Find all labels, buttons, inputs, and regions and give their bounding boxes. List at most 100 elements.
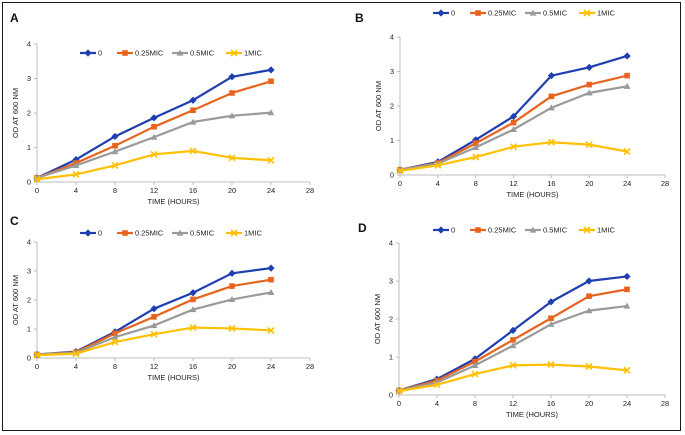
data-point-1mic: [228, 154, 236, 162]
legend-label-1mic: 1MIC: [597, 226, 616, 235]
legend-marker-0-25mic: [475, 10, 481, 16]
series-0-5mic: [395, 302, 631, 394]
series-0-25mic: [34, 276, 274, 358]
y-axis-label: OD AT 600 NM: [373, 294, 382, 344]
data-point-0-25mic: [624, 286, 630, 293]
data-point-0-25mic: [112, 142, 118, 149]
data-point-0-25mic: [229, 90, 235, 96]
x-tick-label: 16: [547, 179, 555, 188]
legend-label-0-5mic: 0.5MIC: [190, 229, 215, 238]
data-point-0-25mic: [268, 276, 274, 283]
legend-label-1mic: 1MIC: [244, 49, 263, 58]
y-tick-label: 2: [27, 296, 31, 305]
data-point-0-5mic: [548, 104, 555, 111]
y-tick-label: 0: [27, 354, 31, 363]
x-tick-label: 0: [398, 179, 402, 188]
x-tick-label: 8: [473, 399, 477, 408]
legend-label-0: 0: [98, 229, 102, 238]
x-tick-label: 16: [189, 186, 197, 195]
data-point-0-5mic: [150, 322, 158, 329]
data-point-1mic: [150, 150, 158, 158]
data-point-1mic: [547, 138, 555, 146]
legend-marker-0-5mic: [176, 49, 184, 56]
x-tick-label: 28: [306, 186, 314, 195]
legend-marker-0-5mic: [529, 9, 537, 16]
data-point-1mic: [395, 387, 403, 395]
data-point-1mic: [111, 161, 119, 170]
data-point-1mic: [585, 141, 593, 149]
data-point-1mic: [267, 156, 275, 164]
data-point-0: [585, 277, 593, 285]
legend-marker-0-25mic: [122, 50, 128, 56]
x-tick-label: 20: [228, 362, 236, 371]
data-point-0: [228, 269, 236, 277]
y-axis-label: OD AT 600 NM: [374, 81, 383, 131]
data-point-0-25mic: [624, 72, 630, 79]
data-point-0-25mic: [190, 296, 196, 303]
x-tick-label: 12: [509, 399, 517, 408]
data-point-0: [150, 114, 158, 122]
data-point-1mic: [189, 147, 197, 155]
y-tick-label: 0: [389, 391, 393, 400]
data-point-1mic: [623, 366, 631, 374]
y-tick-label: 1: [27, 325, 31, 334]
x-tick-label: 16: [547, 399, 555, 408]
data-point-0-25mic: [586, 81, 593, 88]
series-0-5mic: [396, 82, 631, 173]
data-point-1mic: [111, 338, 119, 346]
data-point-1mic: [434, 161, 442, 169]
series-0: [395, 272, 631, 395]
legend-marker-0-25mic: [122, 230, 128, 236]
x-tick-label: 0: [397, 399, 401, 408]
legend-marker-1mic: [583, 226, 591, 234]
y-tick-label: 4: [389, 239, 393, 248]
y-axis-label: OD AT 600 NM: [11, 275, 20, 325]
series-0-5mic: [33, 289, 275, 358]
x-tick-label: 28: [306, 362, 314, 371]
data-point-0-5mic: [72, 162, 80, 169]
x-tick-label: 20: [228, 186, 236, 195]
x-tick-label: 28: [661, 179, 669, 188]
data-point-1mic: [228, 324, 236, 332]
data-point-1mic: [396, 167, 404, 175]
series-line-1mic: [398, 363, 628, 393]
x-tick-label: 12: [150, 362, 158, 371]
data-point-0: [228, 73, 236, 81]
panel-label: B: [355, 11, 364, 25]
legend-marker-0: [84, 49, 92, 57]
x-tick-label: 8: [474, 179, 478, 188]
x-tick-label: 12: [150, 186, 158, 195]
data-point-1mic: [471, 370, 479, 378]
legend-label-1mic: 1MIC: [597, 9, 616, 18]
data-point-0-25mic: [548, 93, 555, 100]
y-tick-label: 1: [390, 136, 394, 145]
data-point-0-25mic: [151, 124, 157, 130]
data-point-0-5mic: [585, 89, 593, 96]
x-tick-label: 24: [267, 362, 275, 371]
data-point-0: [189, 96, 197, 104]
panel-label: A: [10, 11, 19, 25]
x-tick-label: 16: [189, 362, 197, 371]
data-point-0-5mic: [510, 126, 517, 133]
data-point-0-25mic: [548, 315, 554, 322]
legend-marker-1mic: [230, 229, 238, 237]
data-point-0: [189, 289, 197, 297]
y-tick-label: 1: [389, 353, 393, 362]
data-point-0-5mic: [189, 118, 197, 125]
data-point-0-25mic: [510, 337, 516, 343]
series-1mic: [396, 138, 631, 175]
data-point-0-25mic: [586, 293, 592, 299]
legend-label-0-25mic: 0.25MIC: [135, 49, 164, 58]
data-point-0-5mic: [267, 289, 275, 296]
x-tick-label: 20: [585, 399, 593, 408]
data-point-0-25mic: [268, 78, 274, 85]
data-point-0-5mic: [111, 333, 119, 340]
data-point-1mic: [72, 350, 80, 358]
x-tick-label: 4: [74, 362, 78, 371]
series-0-5mic: [33, 109, 275, 181]
panel-label: D: [358, 221, 367, 235]
y-tick-label: 3: [27, 267, 31, 276]
data-point-0-5mic: [509, 342, 517, 349]
data-point-1mic: [547, 361, 555, 369]
